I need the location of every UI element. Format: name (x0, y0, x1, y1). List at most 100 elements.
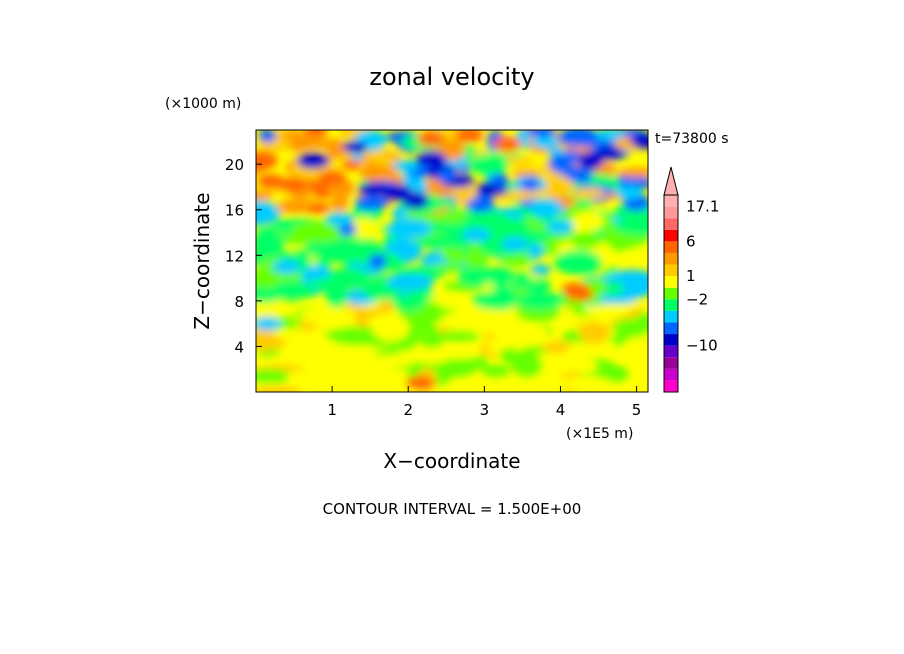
colorbar-swatch (664, 368, 678, 381)
contour-region (276, 199, 312, 214)
colorbar-swatch (664, 195, 678, 207)
colorbar-tick-label: 6 (686, 232, 696, 250)
contour-region (366, 147, 385, 164)
contour-region (417, 132, 446, 147)
time-label: t=73800 s (655, 131, 729, 147)
contour-region (302, 265, 331, 280)
contour-region (546, 219, 575, 234)
colorbar-swatch (664, 345, 678, 358)
contour-region (530, 198, 563, 218)
contour-region (404, 322, 439, 339)
contour-region (599, 386, 635, 392)
contour-region (273, 328, 311, 340)
x-tick-label: 3 (480, 401, 490, 419)
contour-region (416, 235, 472, 249)
colorbar-swatch (664, 299, 678, 311)
contour-region (272, 280, 313, 301)
contour-region (592, 130, 626, 141)
y-tick-label: 8 (234, 293, 244, 311)
colorbar: 17.1 6 1 −2 −10 (663, 166, 719, 393)
y-axis-unit: (×1000 m) (165, 96, 241, 112)
contour-region (621, 336, 648, 361)
contour-region (614, 185, 643, 200)
contour-plot-area (255, 129, 649, 393)
contour-region (537, 175, 574, 197)
chart-title: zonal velocity (369, 63, 534, 91)
contour-region (578, 151, 604, 170)
y-tick-label: 4 (234, 338, 244, 356)
contour-region (499, 347, 522, 363)
colorbar-tick-label: 1 (686, 267, 696, 285)
contour-region (532, 372, 568, 392)
y-axis-title: Z−coordinate (190, 192, 214, 329)
contour-region (256, 369, 293, 384)
contour-region (368, 254, 387, 268)
contour-region (599, 293, 638, 305)
contour-region (256, 200, 281, 226)
plot-frame (255, 129, 649, 393)
colorbar-swatch (664, 380, 678, 392)
contour-region (578, 321, 610, 344)
contour-region (614, 218, 648, 236)
contour-region (318, 170, 347, 185)
contour-region (372, 315, 410, 342)
contour-region (572, 188, 606, 200)
contour-region (472, 319, 525, 333)
contour-region (455, 130, 484, 143)
contour-region (490, 173, 509, 188)
contour-region (402, 192, 429, 210)
contour-region (438, 139, 466, 161)
contour-region (296, 152, 330, 169)
x-axis-title: X−coordinate (383, 449, 520, 473)
contour-region (485, 266, 515, 288)
contour-region (435, 330, 481, 342)
colorbar-tick-label: 17.1 (686, 198, 719, 216)
colorbar-swatch (664, 334, 678, 346)
colorbar-swatch (664, 276, 678, 288)
contour-region (325, 211, 354, 226)
colorbar-swatch (664, 229, 678, 242)
colorbar-swatch (664, 322, 678, 335)
contour-region (419, 335, 444, 349)
contour-region (354, 195, 389, 211)
contour-region (565, 287, 594, 302)
contour-region (608, 320, 648, 334)
contour-region (565, 342, 589, 363)
contour-region (272, 259, 301, 274)
contour-region (300, 306, 357, 325)
contour-region (325, 267, 370, 290)
colorbar-tick-label: −2 (686, 290, 708, 308)
contour-region (296, 339, 317, 358)
contour-region (437, 168, 456, 183)
contour-region (570, 231, 602, 249)
contour-region (489, 285, 517, 311)
contour-region (500, 236, 529, 251)
contour-region (392, 159, 419, 172)
contour-region (521, 177, 540, 192)
contour-region (280, 177, 309, 192)
contour-region (256, 386, 303, 392)
contour-region (618, 167, 648, 178)
contour-region (530, 264, 552, 276)
contour-region (386, 218, 432, 239)
contour-region (415, 151, 447, 166)
x-axis-ticks: 1 2 3 4 5 (327, 386, 641, 419)
contour-region (526, 130, 557, 138)
contour-region (481, 364, 511, 379)
contour-region (341, 159, 362, 171)
y-axis-ticks: 4 8 12 16 20 (225, 156, 262, 356)
contour-region (523, 279, 552, 293)
colorbar-swatch (664, 357, 678, 369)
y-tick-label: 20 (225, 156, 244, 174)
contour-region (554, 249, 603, 276)
colorbar-frame (663, 194, 679, 393)
contour-region (359, 164, 387, 182)
contour-region (511, 354, 543, 378)
contour-region (570, 174, 593, 184)
contour-region (256, 316, 282, 331)
contour-region (512, 169, 543, 179)
colorbar-swatch (664, 264, 678, 277)
contour-region (548, 154, 574, 174)
contour-region (457, 266, 492, 287)
